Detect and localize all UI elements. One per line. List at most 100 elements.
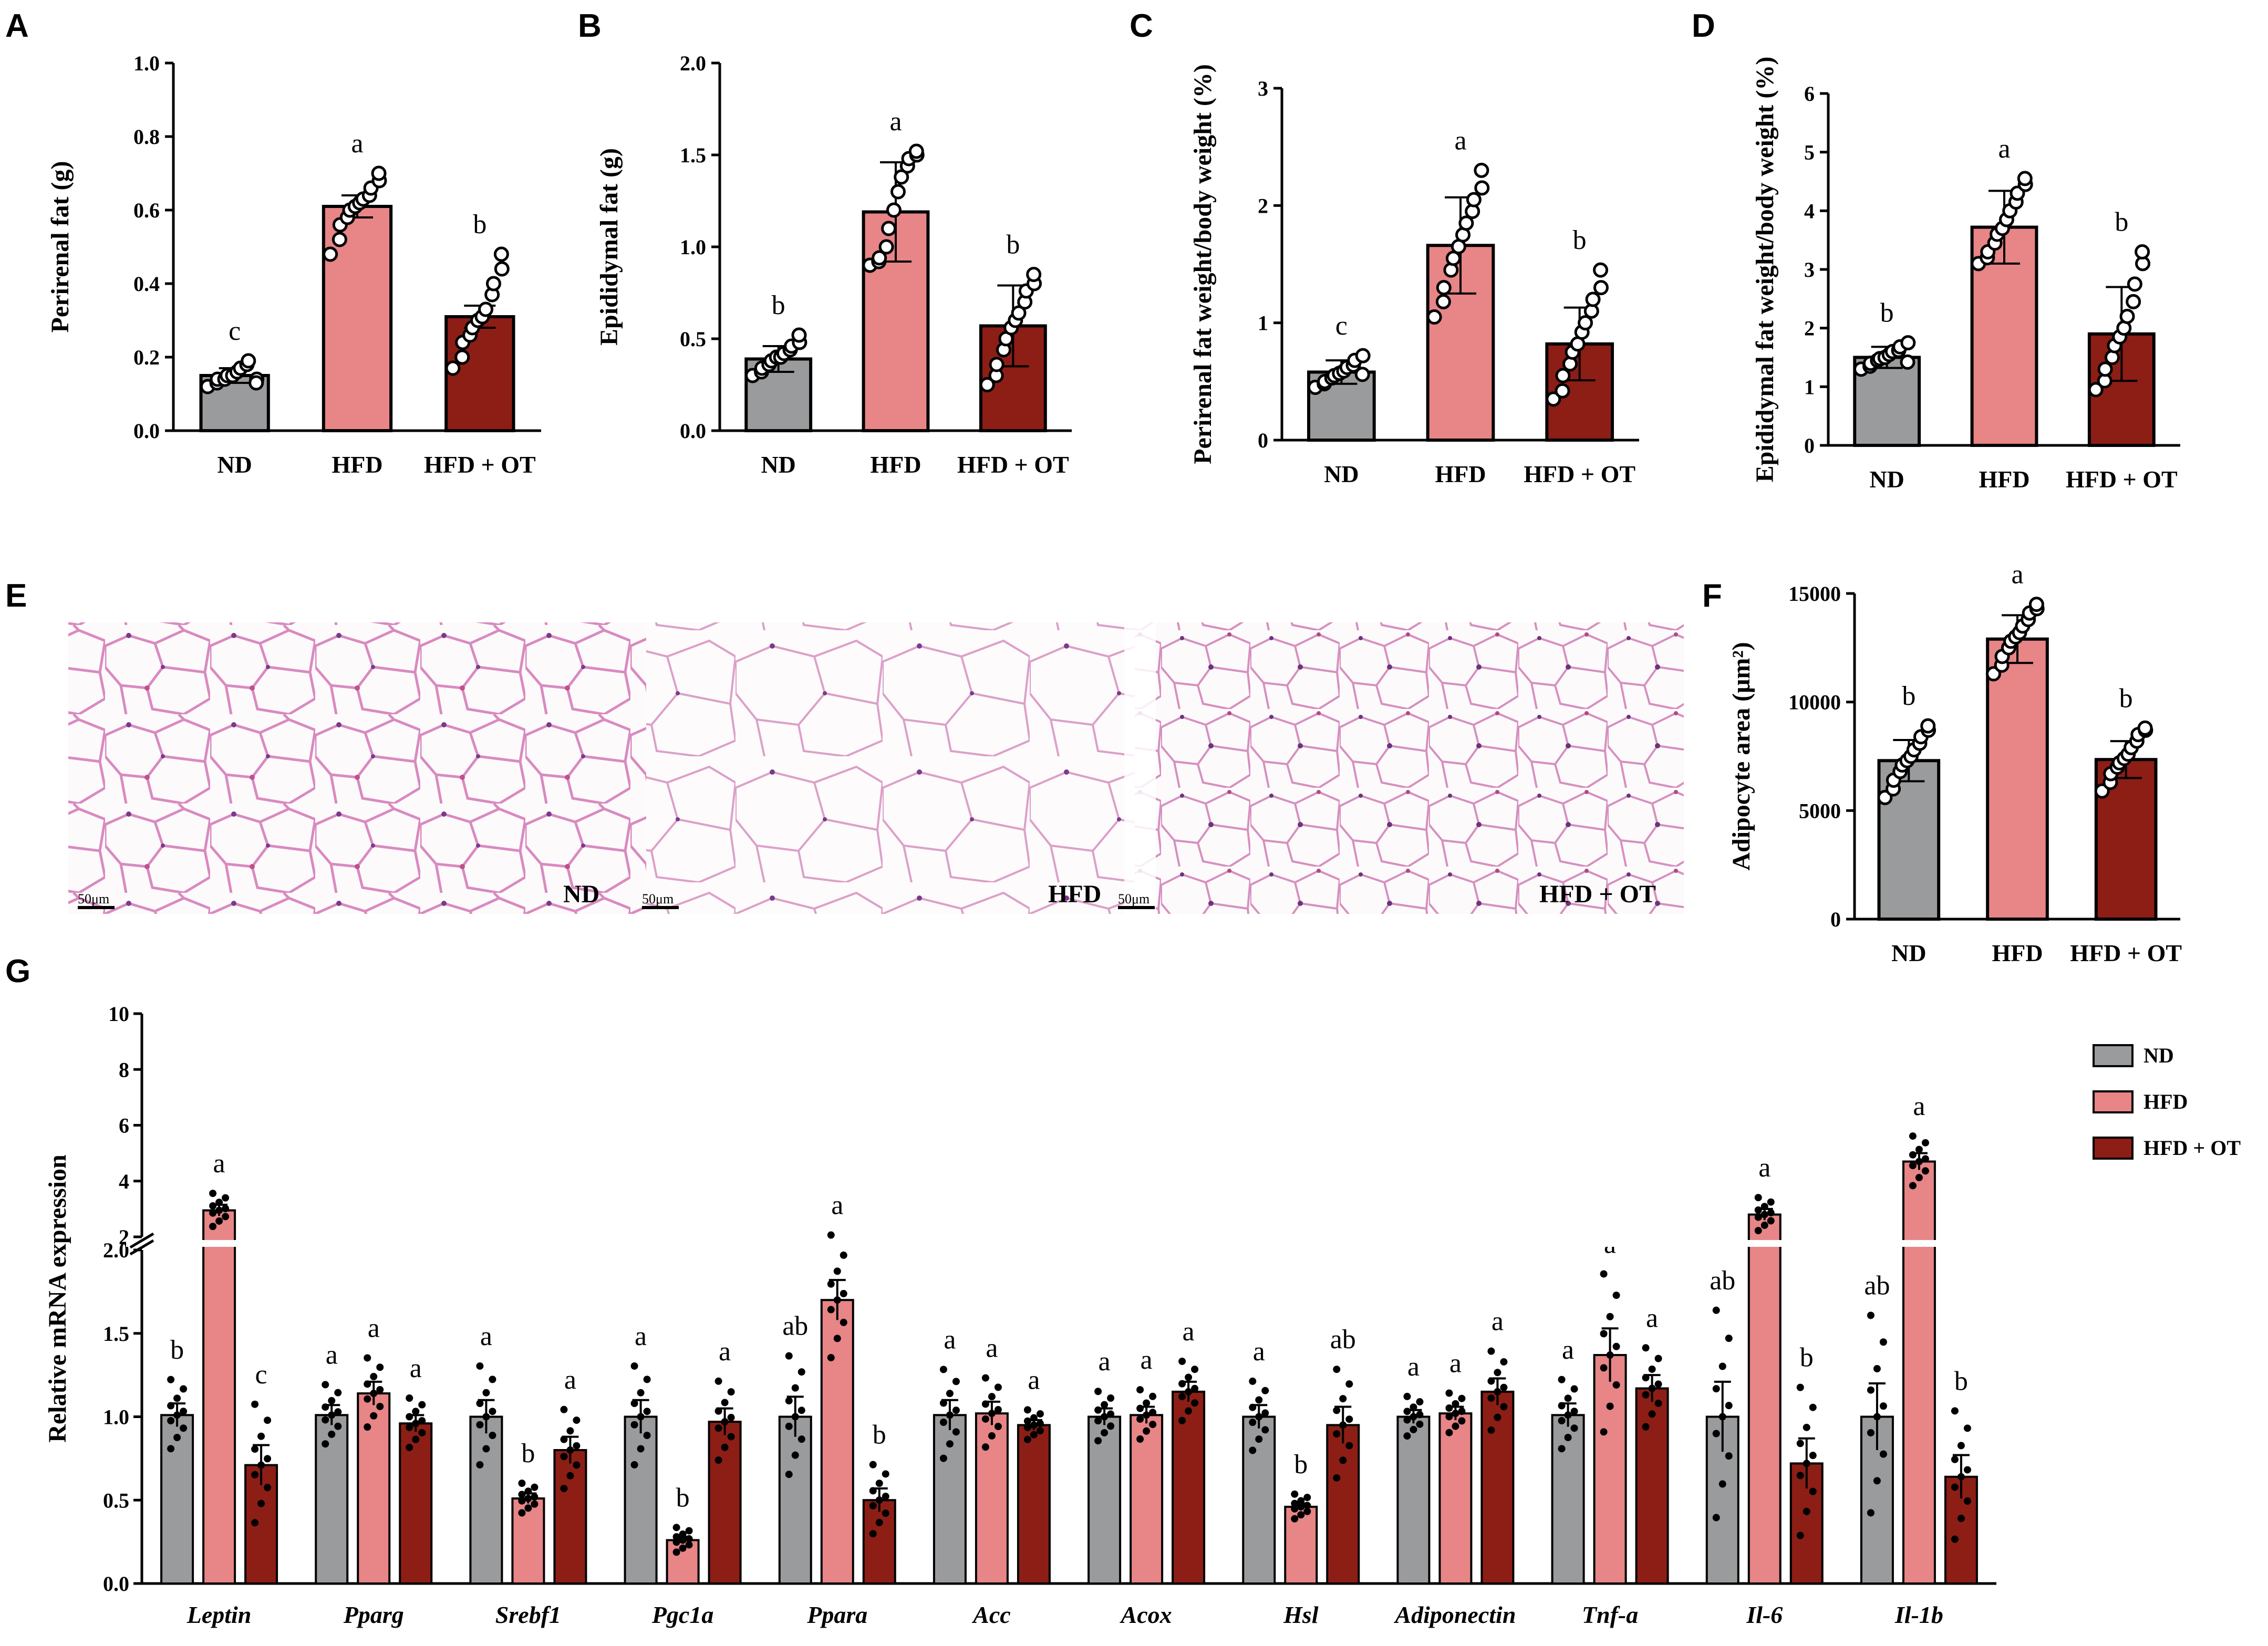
data-point (1760, 1221, 1768, 1229)
data-point (1445, 1389, 1453, 1397)
data-point (833, 1267, 841, 1275)
data-point (1712, 1385, 1720, 1393)
data-point (672, 1538, 680, 1546)
data-point (364, 1395, 371, 1403)
data-point (1951, 1455, 1959, 1463)
data-point (1921, 1167, 1929, 1175)
data-point (727, 1433, 735, 1441)
data-point (1185, 1373, 1193, 1381)
data-point (721, 1418, 729, 1426)
chart-perirenal-fat-ratio: 0 1 2 3 Perirenal fat weight/body weight (%)… (1189, 64, 1639, 487)
legend-label: HFD (2143, 1090, 2188, 1113)
data-point (1796, 1440, 1804, 1447)
data-point (1410, 1413, 1417, 1421)
data-point (1023, 1435, 1031, 1443)
data-point (981, 1374, 989, 1382)
y-tick-label: 0 (1258, 429, 1268, 452)
data-point (476, 1400, 484, 1408)
data-point (493, 246, 509, 262)
data-point (1101, 1429, 1109, 1436)
data-point (1303, 1507, 1311, 1515)
data-point (222, 1194, 230, 1202)
data-point (518, 1497, 526, 1505)
data-point (412, 1435, 420, 1443)
data-point (412, 1408, 420, 1415)
data-point (531, 1493, 538, 1501)
data-point (1957, 1515, 1965, 1523)
data-point (1030, 1431, 1038, 1439)
data-point (1760, 1203, 1768, 1211)
y-tick-label: 0.0 (133, 419, 160, 443)
data-point (1345, 1380, 1353, 1388)
data-point (1178, 1416, 1186, 1424)
data-point (1436, 280, 1452, 296)
data-point (833, 1296, 841, 1304)
y-tick-label: 6 (119, 1114, 129, 1138)
data-point (560, 1405, 568, 1413)
data-point (1612, 1381, 1620, 1389)
data-point (173, 1411, 181, 1419)
x-tick-label: HFD + OT (2070, 940, 2182, 966)
data-point (637, 1389, 645, 1397)
data-point (679, 1530, 687, 1538)
data-point (1094, 1417, 1102, 1425)
data-point (1403, 1408, 1411, 1415)
data-point (908, 143, 924, 159)
x-tick-label: HFD (1979, 466, 2029, 493)
bar-ppara-0 (778, 1415, 812, 1585)
data-point (334, 1408, 342, 1416)
data-point (1297, 1503, 1305, 1510)
data-point (560, 1435, 568, 1443)
significance-letter: b (1800, 1343, 1814, 1373)
data-point (251, 1400, 259, 1408)
data-point (1809, 1452, 1817, 1460)
data-point (1564, 1433, 1572, 1441)
data-point (1909, 1132, 1917, 1140)
data-point (1500, 1383, 1508, 1391)
data-point (531, 1483, 538, 1491)
data-point (1416, 1411, 1424, 1419)
data-point (478, 301, 494, 317)
data-point (1570, 1385, 1578, 1393)
data-point (1178, 1380, 1186, 1388)
data-point (1143, 1399, 1151, 1407)
axis-break-gap (126, 1240, 2002, 1247)
data-point (1712, 1514, 1720, 1522)
data-point (376, 1363, 384, 1371)
data-point (1951, 1535, 1959, 1543)
x-tick-label: Hsl (1283, 1601, 1319, 1628)
data-point (630, 1400, 638, 1408)
data-point (827, 1306, 835, 1314)
legend-label: HFD + OT (2143, 1136, 2241, 1160)
x-tick-label: Il-6 (1746, 1601, 1783, 1628)
data-point (994, 1423, 1002, 1431)
data-point (2127, 276, 2142, 292)
y-tick-label: 6 (1804, 82, 1815, 106)
data-point (476, 1461, 484, 1468)
data-point (791, 1384, 799, 1392)
data-point (1136, 1415, 1144, 1423)
data-point (714, 1377, 722, 1385)
data-point (1487, 1377, 1495, 1385)
data-point (180, 1385, 188, 1393)
significance-letter: a (944, 1325, 956, 1355)
bar-srebf1-0 (469, 1415, 503, 1585)
data-point (1255, 1396, 1263, 1404)
significance-letter: a (831, 1191, 843, 1221)
bar-adiponectin-1 (1438, 1412, 1473, 1585)
data-point (489, 1432, 496, 1440)
data-point (890, 184, 906, 200)
data-point (1654, 1399, 1662, 1407)
data-point (869, 1530, 877, 1538)
axis-break-mark (129, 1239, 154, 1256)
data-point (1354, 367, 1370, 382)
significance-letter: a (1253, 1337, 1265, 1367)
bar-pparg-0 (315, 1414, 349, 1585)
y-tick-label: 1 (1804, 375, 1815, 399)
bar-leptin-0 (160, 1414, 194, 1585)
y-tick-label: 0.0 (680, 419, 706, 443)
data-point (1654, 1355, 1662, 1362)
bar-leptin-1 (202, 1209, 236, 1585)
data-point (1023, 1423, 1031, 1431)
data-point (2119, 308, 2135, 324)
